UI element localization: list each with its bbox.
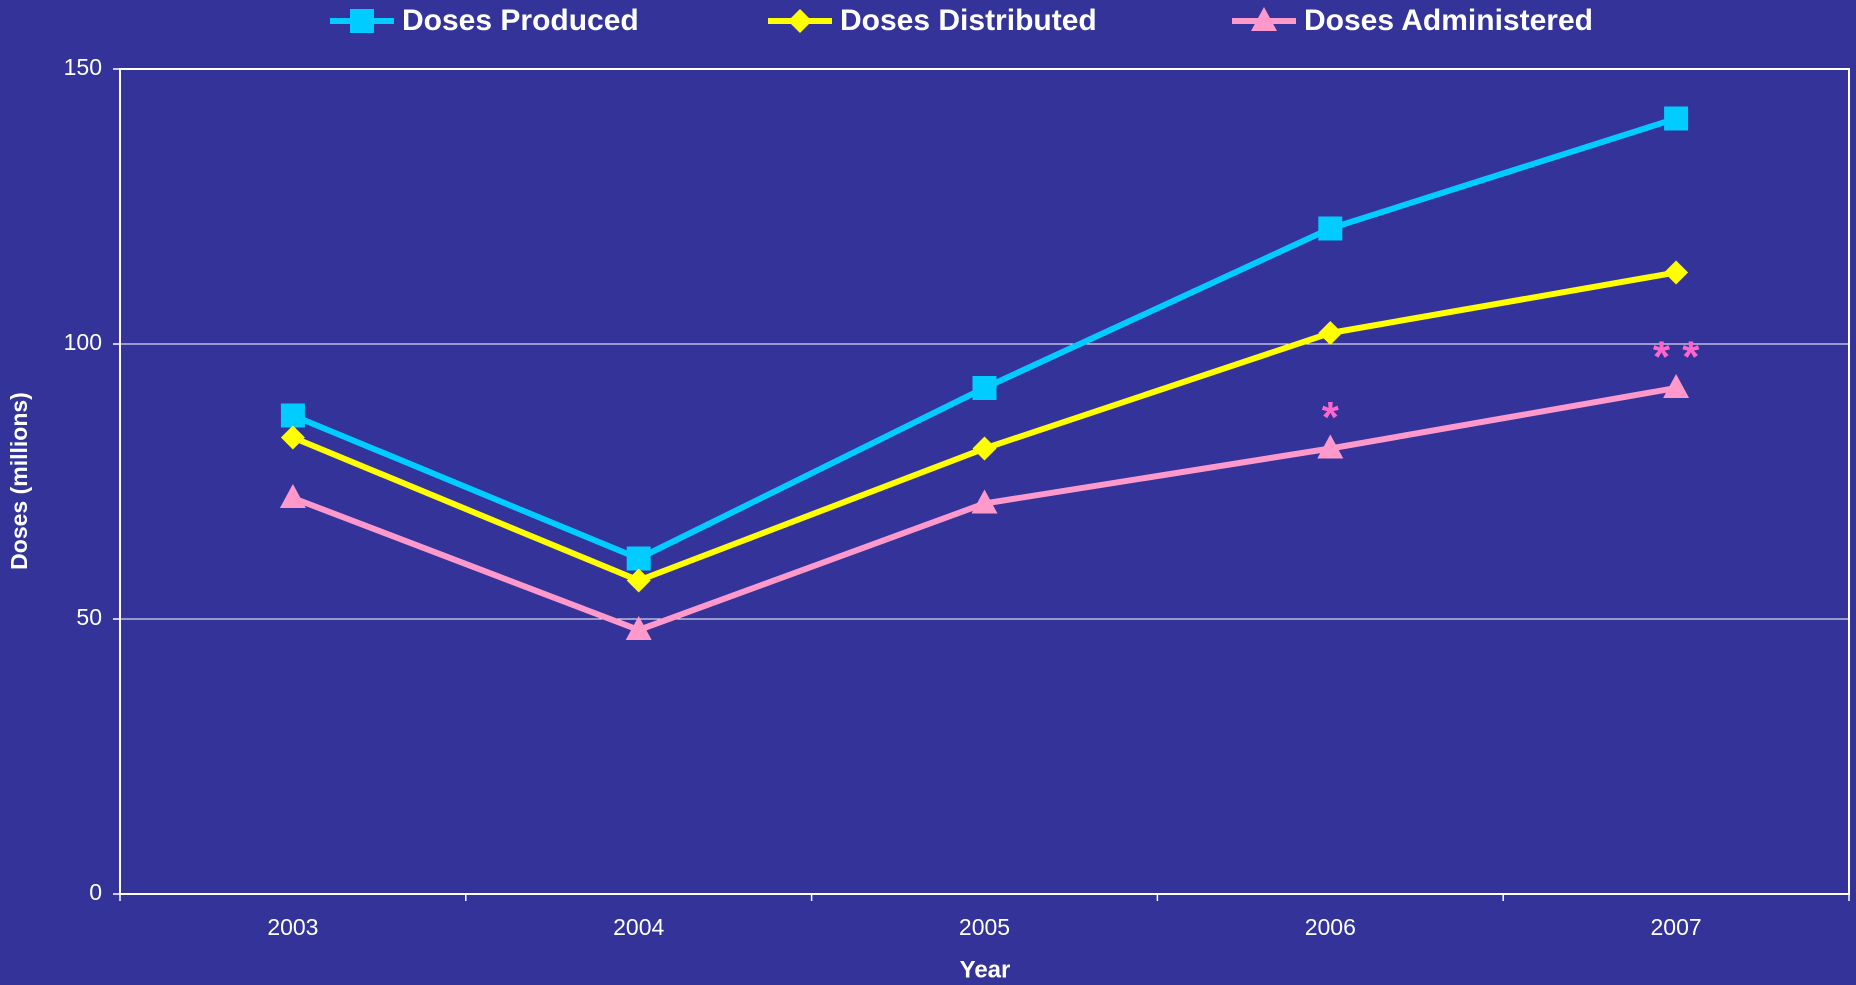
plot-frame <box>119 68 1850 895</box>
legend-marker <box>788 9 812 33</box>
x-tick-label: 2003 <box>267 914 318 940</box>
annotation: * * <box>1653 333 1700 382</box>
data-point <box>625 616 652 640</box>
x-tick-label: 2007 <box>1651 914 1702 940</box>
legend-marker <box>1251 7 1277 31</box>
data-point <box>971 489 998 514</box>
data-point <box>1663 374 1690 398</box>
y-tick-label: 0 <box>89 879 102 905</box>
legend-label: Doses Produced <box>402 4 639 37</box>
data-point <box>1318 216 1343 241</box>
data-point <box>972 376 997 400</box>
y-tick-label: 100 <box>64 329 102 355</box>
legend-marker <box>350 9 374 33</box>
data-point <box>1318 321 1343 345</box>
data-point <box>1664 106 1689 131</box>
data-point <box>280 403 305 428</box>
y-tick-label: 50 <box>76 604 102 630</box>
y-tick-label: 150 <box>64 54 102 80</box>
data-point <box>280 425 305 450</box>
legend-label: Doses Administered <box>1304 4 1593 37</box>
data-point <box>1317 434 1344 459</box>
x-axis-title: Year <box>960 956 1011 983</box>
data-point <box>626 546 651 571</box>
data-point <box>972 436 997 461</box>
legend-label: Doses Distributed <box>840 4 1097 37</box>
data-point <box>626 568 651 593</box>
x-tick-label: 2004 <box>613 914 664 940</box>
data-point <box>1664 260 1689 285</box>
x-tick-label: 2006 <box>1305 914 1356 940</box>
data-point <box>279 484 306 508</box>
y-axis-title: Doses (millions) <box>6 392 32 570</box>
annotation: * <box>1322 393 1340 442</box>
x-tick-label: 2005 <box>959 914 1010 940</box>
